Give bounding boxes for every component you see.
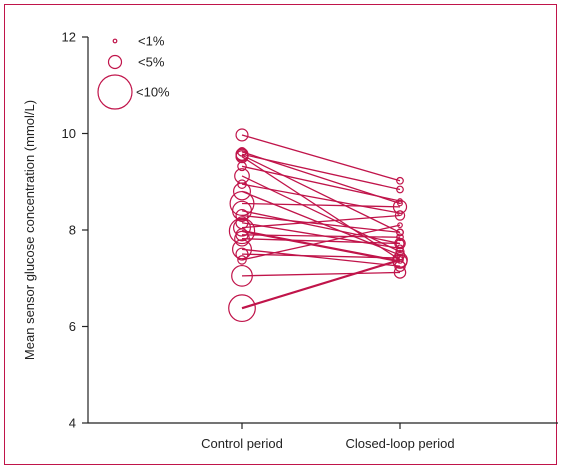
closed-loop-bubble <box>397 222 403 229</box>
pair-lines <box>241 134 401 310</box>
pair-line <box>241 229 401 263</box>
y-axis-title: Mean sensor glucose concentration (mmol/… <box>22 100 37 360</box>
y-tick-label: 4 <box>69 416 76 431</box>
legend-bubble <box>107 54 123 70</box>
pair-line <box>241 248 401 267</box>
control-bubble <box>233 218 252 237</box>
x-tick-label: Control period <box>201 436 283 451</box>
pair-line <box>241 258 401 310</box>
y-ticks: 4 6 8 10 12 <box>62 30 88 431</box>
closed-loop-bubble <box>396 254 404 262</box>
pair-line <box>241 271 401 277</box>
pair-line <box>241 224 401 261</box>
control-bubble <box>235 128 249 142</box>
closed-loop-bubble <box>392 252 408 268</box>
legend: <1% <5% <10% <box>97 34 170 110</box>
control-bubble <box>232 200 252 221</box>
closed-loop-bubble <box>394 249 406 261</box>
closed-loop-bubble <box>396 228 404 237</box>
control-bubble <box>235 208 249 223</box>
control-bubble <box>237 255 247 265</box>
closed-loop-bubble <box>397 200 403 207</box>
control-bubble <box>237 161 247 172</box>
pair-line <box>241 134 401 182</box>
control-bubble <box>235 247 249 261</box>
closed-loop-bubble <box>396 176 404 185</box>
pair-line <box>241 214 401 229</box>
closed-loop-bubble <box>394 237 406 250</box>
closed-loop-bubble <box>392 199 408 214</box>
pair-line <box>241 165 401 202</box>
control-bubble <box>228 217 256 245</box>
y-tick-label: 6 <box>69 319 76 334</box>
control-bubble <box>234 230 250 247</box>
control-bubble <box>231 264 253 287</box>
pair-line <box>241 210 401 245</box>
figure-frame <box>4 4 557 465</box>
closed-loop-bubble <box>396 233 404 242</box>
control-bubble <box>228 294 256 323</box>
legend-bubble <box>112 38 118 44</box>
closed-loop-bubble <box>396 185 404 194</box>
legend-label: <1% <box>138 34 165 49</box>
x-ticks: Control period Closed-loop period <box>201 423 455 451</box>
closed-loop-bubble <box>395 238 405 249</box>
pair-line <box>241 183 401 214</box>
pair-line <box>241 234 401 238</box>
pair-line <box>241 153 401 191</box>
pair-line <box>241 202 401 208</box>
y-tick-label: 8 <box>69 223 76 238</box>
control-bubble <box>229 190 255 216</box>
closed-loop-bubble <box>396 244 404 253</box>
control-bubble <box>232 239 252 260</box>
control-bubble <box>233 182 252 201</box>
legend-bubble <box>97 74 133 110</box>
x-tick-label: Closed-loop period <box>345 436 454 451</box>
legend-label: <5% <box>138 55 165 70</box>
bubbles <box>228 128 408 323</box>
closed-loop-bubble <box>394 210 406 221</box>
pair-line <box>241 154 401 233</box>
pair-line <box>241 238 401 245</box>
y-tick-label: 12 <box>62 30 76 45</box>
pair-line <box>241 175 401 253</box>
legend-label: <10% <box>136 85 170 100</box>
pair-line <box>241 214 401 234</box>
y-tick-label: 10 <box>62 126 76 141</box>
